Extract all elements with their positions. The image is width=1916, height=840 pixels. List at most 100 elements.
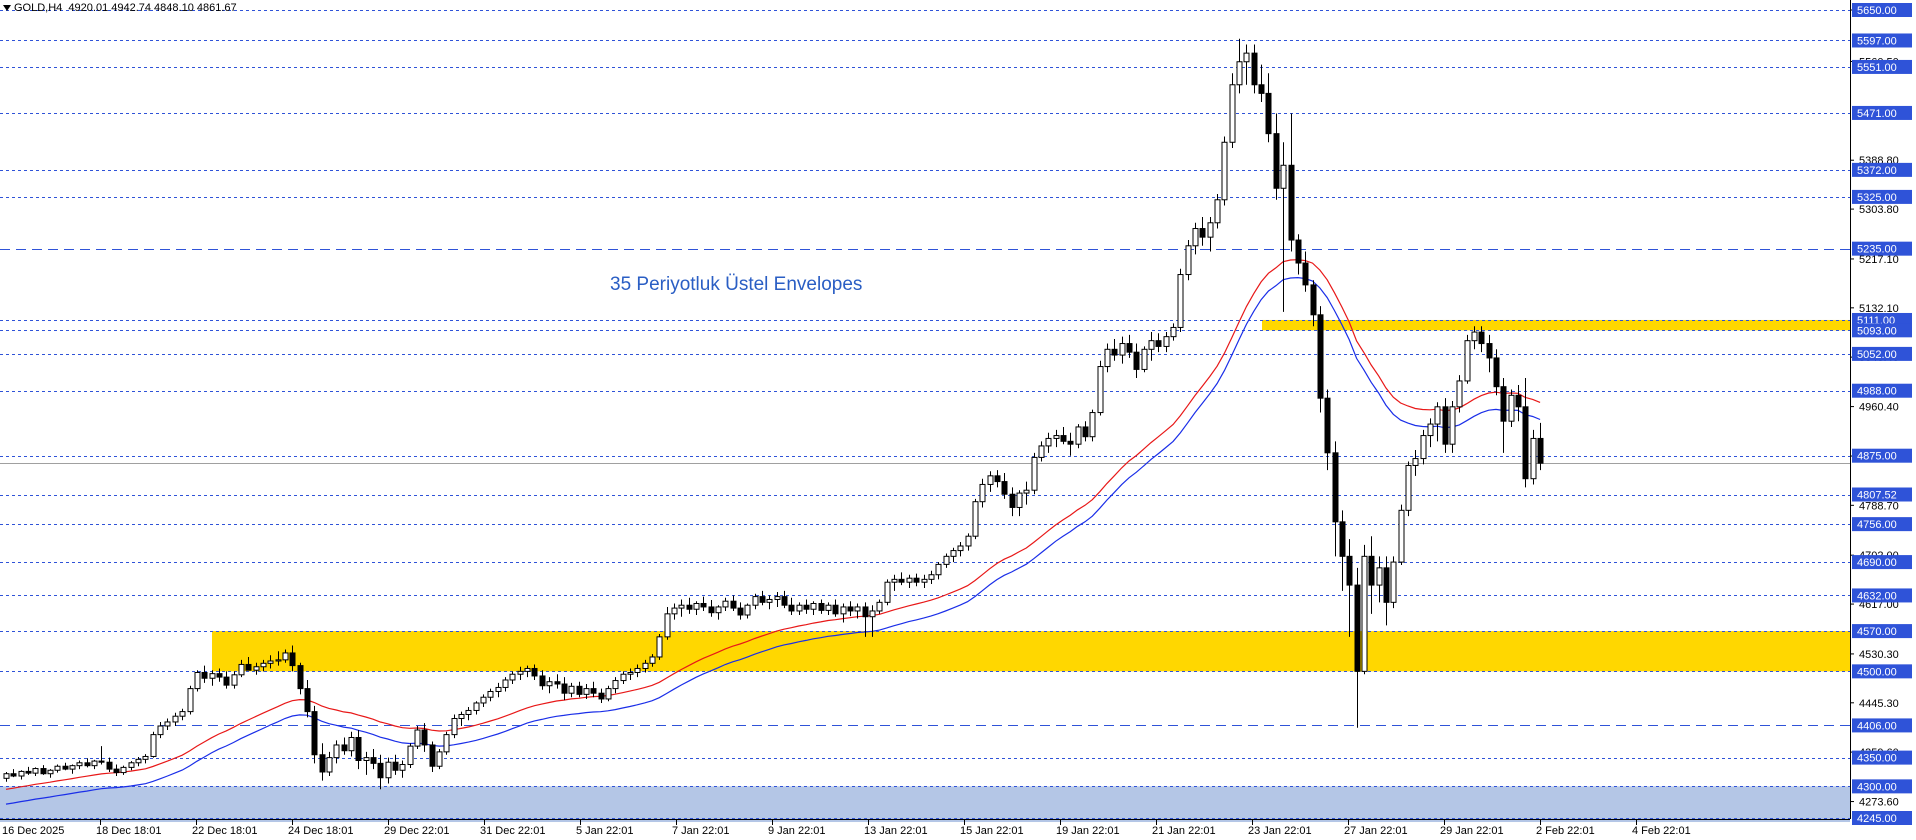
candle-body bbox=[1280, 164, 1287, 189]
level-label: 4570.00 bbox=[1857, 626, 1897, 638]
level-label-box bbox=[1852, 162, 1912, 177]
candle-body bbox=[1522, 406, 1529, 480]
candle-body bbox=[348, 736, 355, 752]
price-axis[interactable]: 5650.005560.505388.805303.805217.105132.… bbox=[1850, 3, 1912, 825]
candle-body bbox=[1537, 437, 1544, 464]
candle bbox=[267, 655, 274, 669]
candle-body bbox=[238, 663, 245, 676]
candle bbox=[1141, 346, 1148, 373]
candle-body bbox=[847, 606, 854, 612]
candle bbox=[421, 723, 428, 752]
symbol-dropdown-icon[interactable] bbox=[3, 5, 11, 12]
x-tick-label: 29 Dec 22:01 bbox=[384, 825, 449, 837]
candle bbox=[1398, 504, 1405, 565]
candle bbox=[194, 670, 201, 692]
candle-body bbox=[1368, 555, 1375, 586]
candle-body bbox=[1155, 340, 1162, 347]
candle-body bbox=[91, 760, 98, 767]
candle bbox=[671, 603, 678, 620]
candle-body bbox=[1508, 394, 1515, 422]
candle bbox=[1104, 343, 1111, 373]
candle bbox=[752, 593, 759, 610]
candle-body bbox=[209, 673, 216, 679]
x-tick-label: 22 Dec 18:01 bbox=[192, 825, 257, 837]
candle-body bbox=[172, 715, 179, 723]
candle-body bbox=[921, 578, 928, 583]
y-tick-label: 5303.80 bbox=[1859, 204, 1899, 216]
level-label: 5597.00 bbox=[1857, 35, 1897, 47]
candle bbox=[319, 743, 326, 781]
candle bbox=[1302, 251, 1309, 292]
candle bbox=[201, 665, 208, 683]
candle bbox=[245, 656, 252, 671]
candle bbox=[1324, 389, 1331, 471]
candle bbox=[1332, 441, 1339, 557]
candle-body bbox=[825, 604, 832, 611]
candle-body bbox=[590, 688, 597, 694]
level-label: 4350.00 bbox=[1857, 753, 1897, 765]
candle-body bbox=[612, 680, 619, 690]
candle bbox=[1537, 422, 1544, 471]
candle bbox=[1317, 306, 1324, 413]
candle bbox=[1045, 432, 1052, 453]
envelope-lines-layer bbox=[5, 259, 1541, 805]
candle bbox=[1170, 323, 1177, 341]
candle bbox=[972, 498, 979, 540]
level-label: 4245.00 bbox=[1857, 813, 1897, 825]
x-tick-label: 13 Jan 22:01 bbox=[864, 825, 928, 837]
candle-body bbox=[311, 711, 318, 756]
candle-body bbox=[1207, 222, 1214, 238]
candle bbox=[1273, 113, 1280, 200]
candle bbox=[47, 769, 54, 778]
y-tick-label: 4530.30 bbox=[1859, 649, 1899, 661]
candle bbox=[231, 671, 238, 689]
candle-body bbox=[854, 606, 861, 612]
candle-body bbox=[1478, 331, 1485, 345]
candle-body bbox=[576, 685, 583, 695]
candle bbox=[69, 764, 76, 774]
candle-body bbox=[796, 604, 803, 612]
candle bbox=[854, 603, 861, 619]
candle bbox=[1405, 461, 1412, 517]
level-label: 4807.52 bbox=[1857, 490, 1897, 502]
candle-body bbox=[62, 765, 69, 770]
candle-body bbox=[869, 610, 876, 618]
candle-body bbox=[693, 602, 700, 610]
candle bbox=[1464, 334, 1471, 384]
time-axis[interactable]: 16 Dec 2025 18 Dec 18:01 22 Dec 18:01 24 De… bbox=[2, 820, 1691, 837]
candle-body bbox=[781, 596, 788, 606]
candle-body bbox=[1405, 464, 1412, 511]
candle-body bbox=[480, 696, 487, 704]
candle bbox=[766, 595, 773, 610]
candle bbox=[282, 649, 289, 663]
candle bbox=[1177, 268, 1184, 333]
candle bbox=[539, 670, 546, 690]
candle bbox=[407, 743, 414, 768]
candle-body bbox=[1133, 351, 1140, 370]
candle bbox=[1067, 432, 1074, 456]
candle bbox=[1023, 481, 1030, 505]
candle-body bbox=[363, 757, 370, 761]
candle bbox=[98, 746, 105, 765]
candle-body bbox=[267, 660, 274, 664]
candle-body bbox=[1104, 348, 1111, 368]
y-tick-label: 5217.10 bbox=[1859, 254, 1899, 266]
candle-body bbox=[906, 577, 913, 583]
candle-body bbox=[766, 598, 773, 603]
candle bbox=[1295, 234, 1302, 275]
candle bbox=[649, 654, 656, 667]
candle-body bbox=[891, 578, 898, 583]
candle bbox=[906, 574, 913, 588]
candle bbox=[238, 659, 245, 678]
candle-body bbox=[157, 725, 164, 736]
candle bbox=[1207, 217, 1214, 252]
candle-body bbox=[744, 604, 751, 616]
candle bbox=[1412, 449, 1419, 476]
level-label-box bbox=[1852, 487, 1912, 502]
candle bbox=[759, 590, 766, 606]
candle bbox=[150, 731, 157, 758]
candle bbox=[502, 677, 509, 692]
candle-body bbox=[1434, 406, 1441, 425]
candle-body bbox=[957, 545, 964, 552]
